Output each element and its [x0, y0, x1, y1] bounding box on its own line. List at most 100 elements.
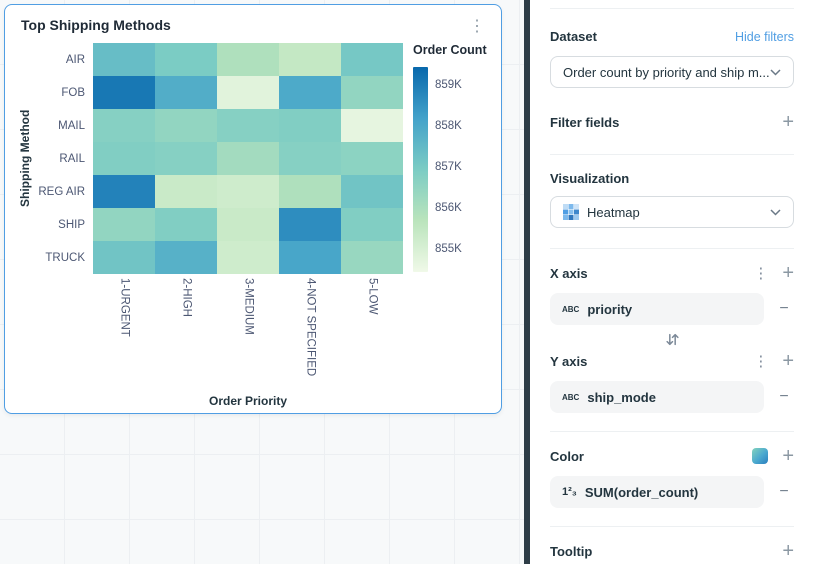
heatmap-cell[interactable]	[341, 241, 403, 274]
x-axis-field-pill[interactable]: ABC priority	[550, 293, 764, 325]
heatmap-cell[interactable]	[279, 109, 341, 142]
heatmap-cell[interactable]	[279, 175, 341, 208]
add-color-field-button[interactable]: +	[782, 445, 794, 467]
color-scale-swatch[interactable]	[752, 448, 769, 464]
dataset-select[interactable]: Order count by priority and ship m...	[550, 56, 794, 88]
legend-tick-label: 855K	[435, 243, 462, 255]
x-axis-heading: X axis	[550, 265, 588, 281]
x-axis-tick-label: 4-NOT SPECIFIED	[304, 278, 317, 377]
heatmap-cell[interactable]	[217, 208, 279, 241]
legend-tick-label: 859K	[435, 79, 462, 91]
heatmap-cell[interactable]	[93, 241, 155, 274]
color-heading: Color	[550, 448, 584, 464]
dashboard-canvas: Top Shipping Methods ⋮ Shipping Method A…	[0, 0, 524, 564]
heatmap-cell[interactable]	[217, 175, 279, 208]
chart-card[interactable]: Top Shipping Methods ⋮ Shipping Method A…	[4, 4, 502, 414]
legend-tick-label: 856K	[435, 202, 462, 214]
color-field-name: SUM(order_count)	[584, 484, 699, 500]
heatmap-cell[interactable]	[93, 76, 155, 109]
heatmap-cell[interactable]	[279, 241, 341, 274]
visualization-heading: Visualization	[550, 171, 630, 186]
y-axis-tick-labels: AIR FOB MAIL RAIL REG AIR SHIP TRUCK	[35, 43, 93, 408]
swap-axes-icon[interactable]	[665, 332, 680, 347]
heatmap-cell[interactable]	[155, 109, 217, 142]
x-axis-menu-icon[interactable]: ⋮	[753, 264, 769, 282]
dataset-heading: Dataset	[550, 29, 597, 44]
section-divider	[550, 154, 794, 155]
heatmap-cell[interactable]	[155, 43, 217, 76]
card-menu-icon[interactable]: ⋮	[465, 17, 489, 37]
heatmap-cell[interactable]	[341, 76, 403, 109]
remove-y-axis-field-button[interactable]: −	[774, 389, 794, 405]
heatmap-viz-icon	[563, 204, 579, 220]
y-axis-field-name: ship_mode	[587, 389, 656, 405]
y-axis-tick-label: FOB	[61, 86, 85, 99]
color-field-pill[interactable]: 1²₃ SUM(order_count)	[550, 476, 764, 508]
heatmap-cell[interactable]	[341, 142, 403, 175]
tooltip-heading: Tooltip	[550, 543, 593, 559]
y-axis-field-pill[interactable]: ABC ship_mode	[550, 381, 764, 413]
heatmap-cell[interactable]	[217, 43, 279, 76]
y-axis-menu-icon[interactable]: ⋮	[753, 352, 769, 370]
heatmap-cell[interactable]	[93, 175, 155, 208]
y-axis-heading: Y axis	[550, 353, 588, 369]
y-axis-tick-label: AIR	[65, 53, 85, 66]
add-filter-field-button[interactable]: +	[782, 111, 794, 133]
heatmap-cell[interactable]	[341, 208, 403, 241]
string-type-icon: ABC	[562, 304, 580, 314]
heatmap-cell[interactable]	[155, 241, 217, 274]
legend-gradient-bar	[413, 67, 428, 272]
heatmap-cell[interactable]	[341, 43, 403, 76]
heatmap-cell[interactable]	[279, 76, 341, 109]
y-axis-tick-label: RAIL	[59, 152, 85, 165]
y-axis-title: Shipping Method	[18, 109, 32, 208]
add-tooltip-field-button[interactable]: +	[782, 540, 794, 562]
heatmap-cell[interactable]	[217, 241, 279, 274]
heatmap-cell[interactable]	[217, 109, 279, 142]
heatmap-cell[interactable]	[93, 109, 155, 142]
x-axis-tick-label: 3-MEDIUM	[242, 278, 255, 335]
heatmap-cell[interactable]	[217, 76, 279, 109]
panel-resize-handle[interactable]	[524, 0, 530, 564]
add-y-axis-field-button[interactable]: +	[782, 350, 794, 372]
settings-sidebar: Dataset Hide filters Order count by prio…	[530, 0, 814, 564]
heatmap-cell[interactable]	[155, 142, 217, 175]
heatmap-cell[interactable]	[341, 109, 403, 142]
heatmap-cell[interactable]	[217, 142, 279, 175]
x-axis-tick-labels: 1-URGENT 2-HIGH 3-MEDIUM 4-NOT SPECIFIED 5-L…	[93, 278, 403, 390]
heatmap-cell[interactable]	[279, 43, 341, 76]
remove-x-axis-field-button[interactable]: −	[774, 301, 794, 317]
heatmap-cell[interactable]	[93, 208, 155, 241]
y-axis-tick-label: TRUCK	[45, 251, 85, 264]
add-x-axis-field-button[interactable]: +	[782, 262, 794, 284]
remove-color-field-button[interactable]: −	[774, 484, 794, 500]
section-divider	[550, 431, 794, 432]
x-axis-tick-label: 1-URGENT	[118, 278, 131, 337]
chevron-down-icon	[770, 68, 781, 76]
visualization-select-value: Heatmap	[587, 204, 640, 220]
heatmap-cell[interactable]	[155, 208, 217, 241]
y-axis-tick-label: REG AIR	[38, 185, 85, 198]
plot-area: 1-URGENT 2-HIGH 3-MEDIUM 4-NOT SPECIFIED 5-L…	[93, 43, 403, 408]
card-header: Top Shipping Methods ⋮	[5, 5, 501, 39]
legend-tick-labels: 859K 858K 857K 856K 855K	[428, 79, 462, 255]
heatmap-cell[interactable]	[93, 142, 155, 175]
x-axis-title: Order Priority	[208, 394, 288, 408]
heatmap-cell[interactable]	[155, 76, 217, 109]
y-axis-tick-label: MAIL	[58, 119, 85, 132]
filter-fields-heading: Filter fields	[550, 114, 620, 130]
hide-filters-link[interactable]: Hide filters	[734, 29, 794, 44]
heatmap-chart: Shipping Method AIR FOB MAIL RAIL REG AIR SHI…	[5, 39, 501, 408]
heatmap-cell[interactable]	[93, 43, 155, 76]
card-title: Top Shipping Methods	[21, 17, 171, 33]
visualization-select[interactable]: Heatmap	[550, 196, 794, 228]
heatmap-grid	[93, 43, 403, 274]
heatmap-cell[interactable]	[341, 175, 403, 208]
legend-tick-label: 857K	[435, 161, 462, 173]
heatmap-cell[interactable]	[155, 175, 217, 208]
color-legend: Order Count 859K 858K 857K 856K 855K	[413, 43, 487, 408]
x-axis-field-name: priority	[587, 301, 633, 317]
string-type-icon: ABC	[562, 392, 580, 402]
heatmap-cell[interactable]	[279, 208, 341, 241]
heatmap-cell[interactable]	[279, 142, 341, 175]
